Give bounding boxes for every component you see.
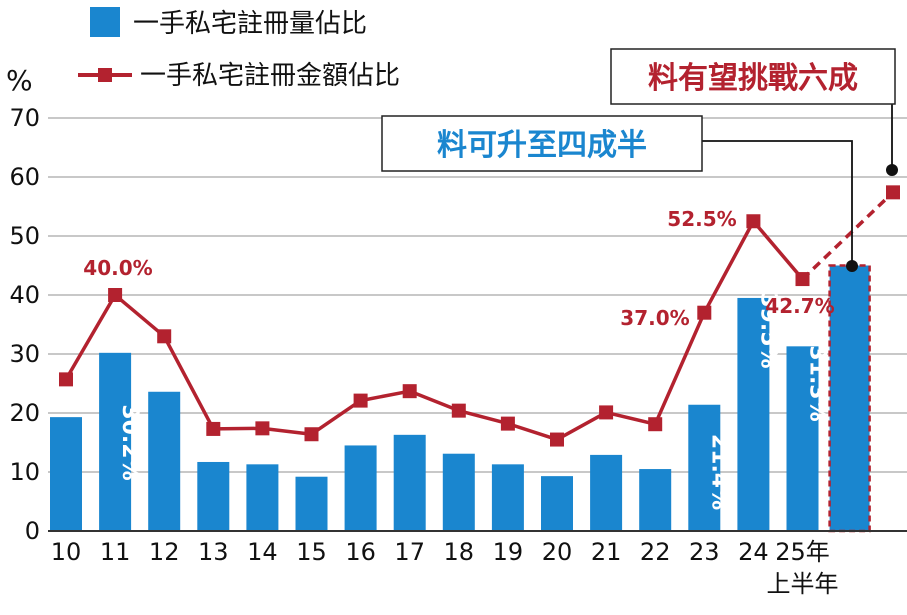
bar: [246, 464, 279, 531]
bar: [590, 454, 623, 531]
line-marker: [402, 384, 417, 399]
x-tick-label: 12: [149, 538, 180, 566]
legend-label-bar: 一手私宅註冊量佔比: [133, 9, 367, 39]
x-tick-label: 24: [738, 538, 769, 566]
y-tick-label: 60: [9, 163, 40, 191]
y-tick-label: 30: [9, 340, 40, 368]
legend-swatch-bar: [90, 7, 120, 37]
line-marker: [599, 405, 614, 420]
series-line-amount: [64, 219, 804, 442]
line-data-label: 40.0%: [83, 256, 152, 280]
x-tick-label: 23: [689, 538, 720, 566]
x-tick-label: 22: [640, 538, 671, 566]
line-marker: [500, 416, 515, 431]
line-marker: [648, 417, 663, 432]
line-marker: [746, 214, 761, 229]
bar-data-label: 21.4%: [706, 434, 731, 510]
line-marker: [451, 403, 466, 418]
callout-connector-blue: [702, 140, 853, 266]
callout-text-blue: 料可升至四成半: [437, 128, 647, 163]
bar: [148, 391, 181, 531]
bar: [639, 469, 672, 531]
callout-text-red: 料有望挑戰六成: [648, 61, 858, 96]
line-marker: [697, 305, 712, 320]
bar: [737, 297, 770, 531]
bar-projected: [828, 264, 871, 533]
y-tick-label: 50: [9, 222, 40, 250]
line-marker: [795, 272, 810, 287]
x-tick-label: 21: [591, 538, 622, 566]
bar: [295, 476, 328, 531]
legend-label-line: 一手私宅註冊金額佔比: [140, 61, 400, 91]
x-tick-label: 14: [247, 538, 278, 566]
bar: [393, 434, 426, 531]
line-marker: [353, 393, 368, 408]
y-tick-label: 10: [9, 458, 40, 486]
x-tick-label: 18: [444, 538, 475, 566]
line-data-label: 37.0%: [620, 306, 689, 330]
bar: [541, 476, 573, 531]
line-marker: [886, 185, 900, 200]
line-data-label: 42.7%: [765, 294, 834, 318]
x-tick-label: 13: [198, 538, 229, 566]
line-marker: [550, 432, 564, 447]
line-marker: [108, 288, 123, 302]
x-tick-label: 16: [345, 538, 376, 566]
bar: [197, 461, 230, 531]
y-tick-label: 20: [9, 399, 40, 427]
bar: [491, 464, 524, 531]
x-tick-label: 11: [100, 538, 131, 566]
x-tick-label: 20: [542, 538, 573, 566]
bar: [99, 352, 132, 531]
bar-data-label: 30.2%: [117, 404, 142, 480]
bar: [344, 445, 377, 531]
x-tick-label: 17: [394, 538, 425, 566]
x-tick-label: 15: [296, 538, 327, 566]
y-tick-label: 70: [9, 104, 40, 132]
x-tick-label: 上半年: [767, 570, 839, 598]
x-tick-label: 25年: [775, 538, 830, 566]
y-axis-unit: %: [6, 64, 33, 97]
callout-box-red: [610, 48, 896, 105]
bar: [786, 346, 819, 531]
bar: [442, 453, 475, 531]
line-marker: [59, 372, 73, 387]
line-marker: [304, 427, 319, 442]
callout-box-blue: [381, 115, 703, 172]
x-tick-label: 10: [51, 538, 82, 566]
bar: [688, 404, 721, 531]
line-data-label: 52.5%: [667, 207, 736, 231]
line-marker: [157, 329, 172, 344]
legend-marker-line: [98, 68, 112, 82]
callout-dot-blue: [846, 260, 858, 272]
y-tick-label: 0: [25, 517, 40, 545]
bar: [50, 417, 82, 531]
series-line-projected: [801, 191, 895, 281]
x-tick-label: 19: [493, 538, 524, 566]
line-marker: [255, 421, 270, 436]
bar-data-label: 39.5%: [755, 292, 780, 368]
y-tick-label: 40: [9, 281, 40, 309]
bar-data-label: 31.3%: [805, 345, 830, 421]
callout-dot-red: [886, 164, 898, 176]
line-marker: [206, 421, 221, 436]
